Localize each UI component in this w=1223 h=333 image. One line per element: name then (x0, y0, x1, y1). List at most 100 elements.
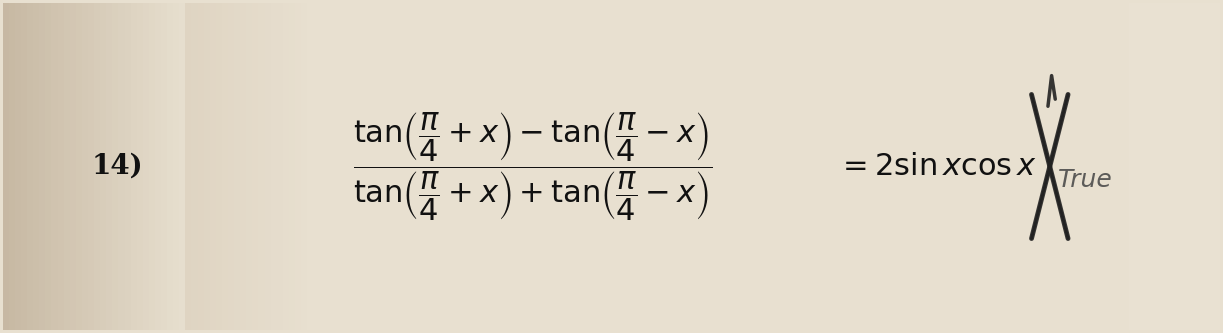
Bar (393, 3, 399, 330)
Bar (514, 3, 520, 330)
Bar (270, 3, 276, 330)
Bar (21, 3, 27, 330)
Bar (1086, 3, 1092, 330)
Bar (94, 3, 100, 330)
Bar (673, 3, 679, 330)
Bar (472, 3, 477, 330)
Bar (971, 3, 977, 330)
Text: $= 2\sin x\cos x$: $= 2\sin x\cos x$ (837, 151, 1037, 182)
Bar (374, 3, 380, 330)
Bar (843, 3, 849, 330)
Bar (168, 3, 174, 330)
Bar (532, 3, 538, 330)
Bar (209, 3, 215, 330)
Bar (51, 3, 57, 330)
Bar (1178, 3, 1184, 330)
Bar (1008, 3, 1014, 330)
Bar (131, 3, 137, 330)
Bar (873, 3, 879, 330)
Bar (947, 3, 953, 330)
Bar (489, 3, 495, 330)
Bar (1208, 3, 1214, 330)
Bar (64, 3, 70, 330)
Bar (137, 3, 143, 330)
Bar (319, 3, 325, 330)
Bar (1092, 3, 1098, 330)
Bar (1184, 3, 1190, 330)
Bar (1172, 3, 1178, 330)
Bar (538, 3, 544, 330)
Bar (15, 3, 21, 330)
Bar (180, 3, 186, 330)
Bar (1159, 3, 1166, 330)
Bar (728, 3, 734, 330)
Bar (1014, 3, 1019, 330)
Bar (264, 3, 270, 330)
Bar (1141, 3, 1147, 330)
Bar (763, 3, 769, 330)
Bar (362, 3, 368, 330)
Bar (824, 3, 830, 330)
Bar (495, 3, 501, 330)
Bar (508, 3, 514, 330)
Bar (593, 3, 599, 330)
Bar (928, 3, 934, 330)
Bar (775, 3, 781, 330)
Bar (996, 3, 1002, 330)
Bar (442, 3, 448, 330)
Bar (57, 3, 64, 330)
Bar (654, 3, 660, 330)
Bar (246, 3, 252, 330)
Bar (252, 3, 258, 330)
Bar (642, 3, 648, 330)
Bar (879, 3, 885, 330)
Bar (715, 3, 722, 330)
Bar (1214, 3, 1221, 330)
Bar (800, 3, 806, 330)
Bar (849, 3, 855, 330)
Bar (460, 3, 466, 330)
Bar (520, 3, 526, 330)
Bar (806, 3, 812, 330)
Bar (660, 3, 667, 330)
Bar (82, 3, 88, 330)
Bar (1196, 3, 1202, 330)
Bar (965, 3, 971, 330)
Bar (417, 3, 423, 330)
Bar (466, 3, 472, 330)
Bar (9, 3, 15, 330)
Bar (691, 3, 697, 330)
Bar (751, 3, 757, 330)
Bar (612, 3, 618, 330)
Bar (618, 3, 624, 330)
Bar (861, 3, 867, 330)
Bar (380, 3, 386, 330)
Bar (1019, 3, 1025, 330)
Bar (904, 3, 910, 330)
Bar (221, 3, 227, 330)
Bar (575, 3, 581, 330)
Bar (1147, 3, 1153, 330)
Bar (556, 3, 563, 330)
Bar (569, 3, 575, 330)
Bar (174, 3, 180, 330)
Bar (429, 3, 435, 330)
Bar (301, 3, 307, 330)
Bar (423, 3, 429, 330)
Bar (636, 3, 642, 330)
Bar (910, 3, 916, 330)
Bar (1055, 3, 1062, 330)
Bar (331, 3, 338, 330)
Bar (405, 3, 411, 330)
Bar (818, 3, 824, 330)
Bar (1104, 3, 1110, 330)
Bar (1123, 3, 1129, 330)
Bar (1062, 3, 1068, 330)
Bar (198, 3, 204, 330)
Bar (186, 3, 192, 330)
Bar (624, 3, 630, 330)
Bar (307, 3, 313, 330)
Bar (977, 3, 983, 330)
Bar (1025, 3, 1031, 330)
Bar (1135, 3, 1141, 330)
